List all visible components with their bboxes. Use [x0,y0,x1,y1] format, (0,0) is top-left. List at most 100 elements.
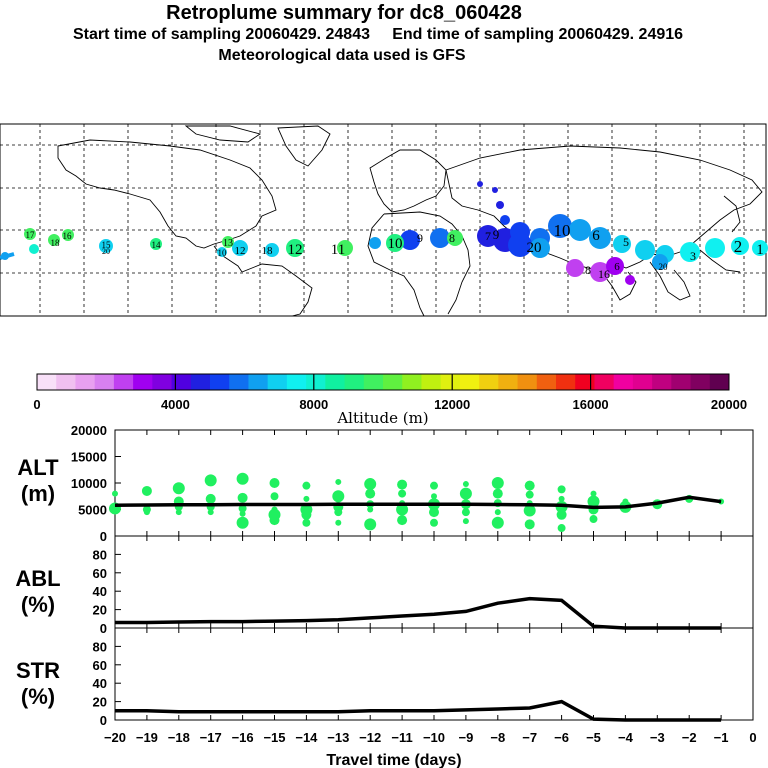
plume-blob [606,257,624,275]
colorbar-swatch [479,374,499,390]
plume-age-label: 8 [449,231,455,245]
colorbar-swatch [37,374,57,390]
colorbar-swatch [556,374,576,390]
plume-blob [99,239,113,253]
x-tick-label: −5 [586,730,601,745]
plume-tail [0,252,15,260]
plume-blob [731,237,749,255]
plume-blob [29,244,39,254]
altitude-point [431,493,437,500]
altitude-point [303,495,310,502]
altitude-point [590,490,597,497]
altitude-point [269,478,280,488]
plume-blob [652,254,668,270]
colorbar-frame [36,373,730,391]
x-tick-label: −4 [618,730,634,745]
altitude-point [397,479,408,490]
altitude-point [523,504,536,517]
colorbar-swatch [498,374,519,390]
altitude-point [207,509,214,516]
plume-age-label: 1 [756,242,764,258]
x-tick-label: −6 [554,730,569,745]
plume-blob [500,215,510,225]
x-tick-label: −16 [232,730,254,745]
plume-age-label: 15 [102,240,112,250]
altitude-point [143,509,150,516]
altitude-point [175,509,182,516]
panel-unit: (m) [21,481,55,506]
colorbar-tick-label: 4000 [161,397,190,412]
colorbar-swatch [709,374,730,390]
plume-age-label: 9 [417,231,423,245]
panel-label: ABL [15,566,60,591]
panel-abl: 0 20 40 60 80 ABL(%) [15,535,754,636]
plume-blob [62,229,74,241]
colorbar-swatch [652,374,672,390]
plume-blob [569,219,591,241]
plume-blob [496,201,504,209]
plume-age-label: 11 [331,242,345,258]
altitude-point [398,489,407,498]
x-tick-label: 0 [749,730,756,745]
altitude-point [335,478,342,485]
altitude-point [364,478,377,491]
plume-blob [430,228,450,248]
x-tick-label: −13 [327,730,349,745]
colorbar-swatch [248,374,269,390]
y-tick-label: 0 [100,529,107,544]
altitude-point [237,492,248,503]
x-tick-label: −7 [522,730,537,745]
plume-age-label: 14 [152,240,162,250]
panel-alt: 0 5000 10000 15000 20000 ALT(m) [17,423,754,544]
altitude-point [397,515,408,526]
x-tick-label: −17 [200,730,222,745]
plume-age-label: 7 [485,229,491,243]
plume-blob [232,240,248,256]
plume-blob [613,235,631,253]
plume-blob [386,234,404,252]
x-tick-label: −14 [295,730,318,745]
plume-blob [369,237,381,249]
colorbar-swatch [383,374,403,390]
plume-age-label: 2 [734,237,743,256]
plume-blob [635,240,655,260]
y-tick-label: 0 [100,621,107,636]
altitude-point [587,495,600,508]
altitude-point [205,493,216,504]
plume-blob [477,181,483,187]
colorbar-swatch [421,374,442,390]
altitude-point [112,490,118,497]
x-tick-label: −8 [490,730,505,745]
plume-age-label: 18 [51,238,61,248]
plume-age-label: 20 [527,240,542,256]
colorbar-swatch [190,374,211,390]
colorbar-swatch [594,374,615,390]
plume-age-label: 10 [388,236,403,252]
plume-age-label: 16 [598,267,610,281]
plume-age-label: 9 [493,227,500,242]
plume-blob [447,230,463,246]
colorbar-swatch [75,374,96,390]
altitude-point [459,487,472,500]
met-data-label: Meteorological data used is GFS [218,47,466,64]
colorbar-swatch [459,374,480,390]
colorbar-tick-label: 20000 [711,397,747,412]
altitude-point [494,509,501,516]
altitude-point [239,510,246,517]
altitude-point [236,516,249,529]
altitude-point [557,524,566,533]
colorbar-swatch [363,374,384,390]
colorbar-tick-label: 8000 [299,397,328,412]
colorbar-swatch [575,374,595,390]
plume-blob [400,230,420,250]
altitude-point [204,474,217,487]
x-tick-label: −10 [423,730,445,745]
chart-title: Retroplume summary for dc8_060428 [166,2,522,24]
plume-age-label: 3 [690,249,696,263]
altitude-point [589,515,598,524]
altitude-point [269,515,280,526]
x-tick-label: −12 [359,730,381,745]
